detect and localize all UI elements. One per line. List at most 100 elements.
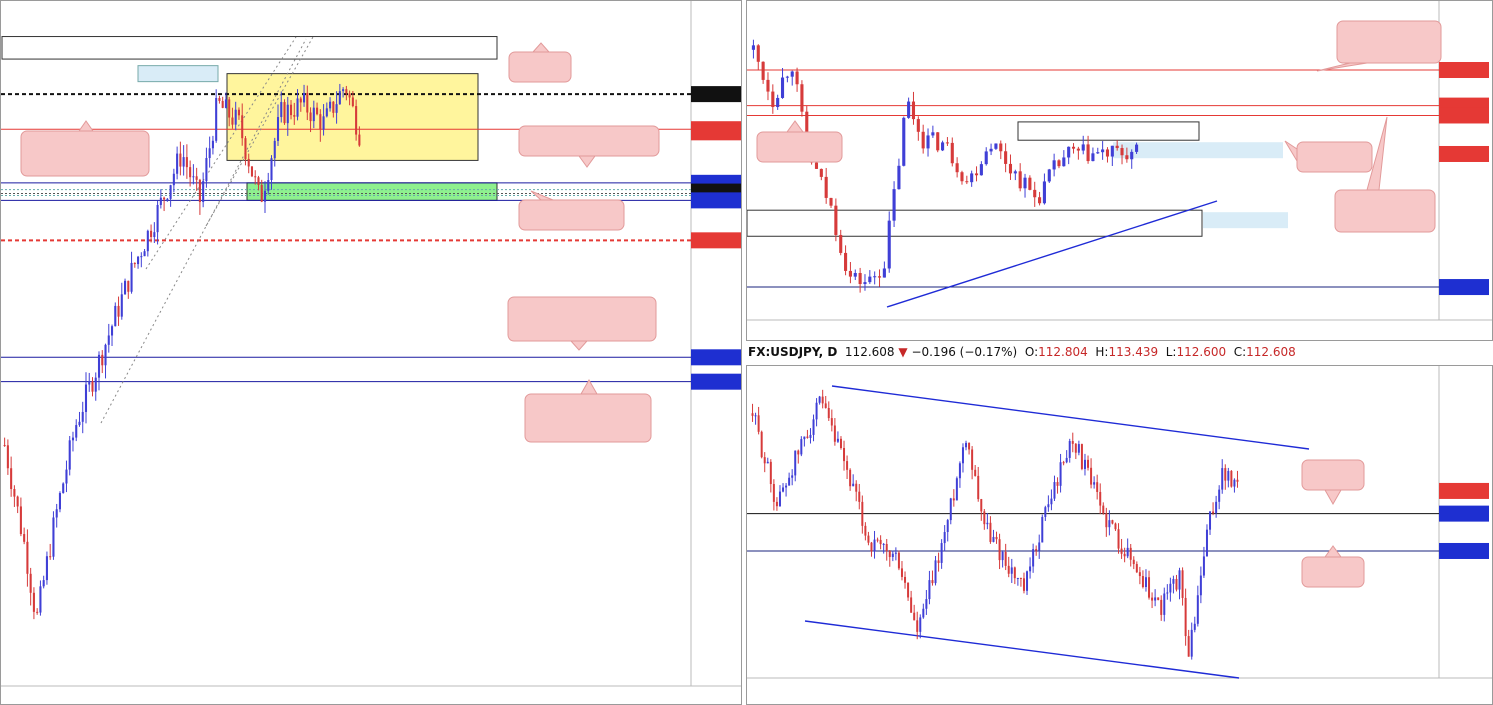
chart-panel-daily[interactable]	[746, 365, 1493, 705]
open-value: 112.804	[1038, 345, 1088, 359]
daily-support-callout-fo	[527, 206, 616, 226]
candle-body	[771, 91, 775, 108]
candle-body	[1083, 459, 1086, 469]
candle-body	[879, 539, 882, 545]
chart-weekly[interactable]	[747, 1, 1492, 340]
candle-body	[1033, 189, 1037, 198]
candle-body	[1067, 146, 1071, 158]
candle-body	[980, 499, 983, 512]
down-arrow-icon: ▼	[898, 345, 908, 359]
candle-body	[800, 439, 803, 455]
candle-body	[6, 445, 9, 469]
candle-body	[864, 525, 867, 536]
candle-body	[916, 119, 920, 132]
candle-body	[117, 305, 120, 317]
candle-body	[815, 402, 818, 420]
candle-body	[766, 79, 770, 92]
candle-body	[800, 84, 804, 112]
candle-body	[797, 450, 800, 455]
candle-body	[1068, 441, 1071, 458]
candle-body	[1120, 548, 1123, 554]
candle-body	[858, 491, 861, 502]
candle-body	[172, 173, 175, 186]
candle-body	[130, 262, 133, 292]
candle-body	[1032, 549, 1035, 567]
weekly-supply-callout-tail	[1284, 140, 1298, 163]
candle-body	[1052, 160, 1056, 170]
daily-support-callout-2-tail	[1324, 545, 1342, 558]
candle-body	[202, 181, 205, 203]
trendline-dotted	[205, 36, 314, 227]
candle-body	[218, 98, 221, 101]
candle-body	[1004, 151, 1008, 164]
chart-daily[interactable]	[747, 366, 1492, 704]
candle-body	[829, 197, 833, 206]
candle-body	[946, 520, 949, 532]
candle-body	[1144, 577, 1147, 588]
candle-body	[1087, 459, 1090, 468]
candle-body	[1038, 542, 1041, 551]
candle-body	[1022, 578, 1025, 591]
candle-body	[819, 168, 823, 177]
candle-body	[1157, 597, 1160, 600]
candle-body	[299, 98, 302, 103]
candle-body	[782, 487, 785, 492]
candle-body	[1141, 576, 1144, 588]
candle-body	[1096, 482, 1099, 492]
candle-body	[234, 109, 237, 125]
candle-body	[1081, 144, 1085, 151]
candle-body	[1130, 151, 1134, 160]
candle-body	[166, 198, 169, 200]
level-price-tag-bg	[1439, 145, 1489, 162]
candle-body	[345, 89, 348, 94]
candle-body	[970, 173, 974, 183]
candle-body	[1065, 457, 1068, 463]
daily-support-callout-tail	[530, 190, 554, 201]
chart-h4[interactable]	[1, 1, 741, 704]
candle-body	[984, 151, 988, 165]
candle-body	[101, 354, 104, 366]
candle-body	[1132, 559, 1135, 565]
candle-body	[39, 586, 42, 613]
candle-body	[994, 143, 998, 149]
candle-body	[824, 403, 827, 408]
candle-body	[348, 93, 351, 98]
candle-body	[49, 556, 52, 558]
augusts-opening-callout-fo	[533, 400, 643, 438]
candle-body	[332, 101, 335, 113]
candle-body	[836, 438, 839, 442]
candle-body	[902, 117, 906, 166]
candle-body	[1123, 553, 1126, 557]
candle-body	[250, 166, 254, 177]
symbol-status-line: FX:USDJPY, D 112.608 ▼ −0.196 (−0.17%) O…	[748, 345, 1296, 359]
candle-body	[1105, 149, 1110, 157]
candle-body	[1126, 547, 1129, 557]
candle-body	[150, 230, 153, 238]
candle-body	[1001, 551, 1004, 561]
candle-body	[1042, 181, 1046, 204]
candle-body	[296, 98, 299, 117]
candle-body	[814, 162, 819, 169]
candle-body	[140, 256, 143, 258]
candle-body	[824, 176, 828, 198]
candle-body	[1018, 171, 1022, 189]
symbol-name[interactable]: FX:USDJPY	[748, 345, 819, 359]
high-value: 113.439	[1108, 345, 1159, 359]
candle-body	[892, 189, 896, 221]
chart-panel-h4[interactable]	[0, 0, 742, 705]
candle-body	[760, 431, 763, 458]
candle-body	[955, 478, 958, 501]
candle-body	[1093, 482, 1096, 485]
candle-body	[776, 97, 780, 108]
candle-body	[114, 305, 117, 327]
chart-panel-weekly[interactable]	[746, 0, 1493, 341]
candle-body	[276, 117, 280, 141]
candle-body	[342, 89, 345, 92]
candle-body	[913, 612, 916, 621]
candle-body	[254, 176, 257, 178]
price-change: −0.196 (−0.17%)	[911, 345, 1018, 359]
candle-body	[1108, 520, 1111, 528]
candle-body	[761, 61, 765, 80]
candle-body	[192, 176, 195, 178]
candle-body	[992, 536, 995, 542]
